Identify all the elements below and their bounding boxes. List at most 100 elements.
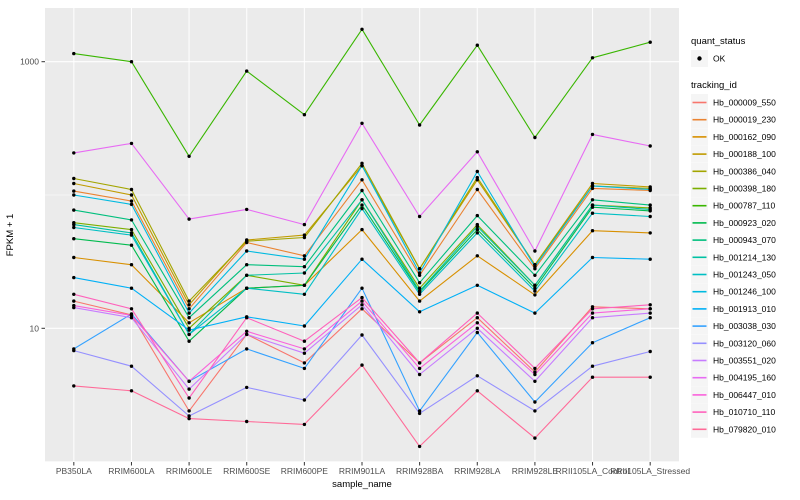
- data-point: [533, 400, 537, 404]
- data-point: [648, 203, 652, 207]
- data-point: [590, 307, 595, 311]
- data-point: [475, 374, 479, 378]
- data-point: [72, 225, 76, 230]
- data-point: [533, 366, 537, 371]
- data-point: [302, 324, 307, 328]
- data-point: [245, 286, 249, 290]
- data-point: [648, 144, 652, 148]
- data-point: [72, 176, 76, 181]
- legend-item-label: Hb_000188_100: [713, 149, 776, 159]
- data-point: [590, 364, 595, 368]
- data-point: [187, 416, 191, 421]
- data-point: [533, 409, 537, 413]
- data-point: [360, 257, 364, 261]
- data-point: [590, 198, 595, 202]
- data-point: [417, 292, 422, 296]
- legend-item-label: Hb_000398_180: [713, 184, 776, 194]
- x-tick-label: RRIM600LA: [108, 466, 155, 476]
- data-point: [417, 366, 422, 371]
- data-point: [590, 186, 595, 191]
- data-point: [417, 289, 422, 293]
- data-point: [245, 347, 249, 351]
- data-point: [417, 409, 422, 413]
- legend-item-label: Hb_001214_130: [713, 252, 776, 262]
- y-tick-label: 10: [30, 323, 40, 333]
- data-point: [475, 175, 479, 180]
- data-point: [187, 311, 191, 315]
- data-point: [72, 222, 76, 227]
- data-point: [187, 332, 191, 337]
- data-point: [245, 263, 249, 267]
- data-point: [590, 211, 595, 215]
- data-point: [302, 339, 307, 343]
- data-point: [245, 207, 249, 212]
- legend-ok-label: OK: [713, 54, 726, 64]
- data-point: [187, 217, 191, 221]
- data-point: [475, 254, 479, 258]
- data-point: [302, 398, 307, 402]
- data-point: [475, 283, 479, 287]
- data-point: [360, 303, 364, 307]
- data-point: [72, 193, 76, 197]
- data-point: [360, 286, 364, 290]
- legend-item-label: Hb_001246_100: [713, 287, 776, 297]
- data-point: [187, 379, 191, 383]
- data-point: [533, 372, 537, 377]
- data-point: [533, 289, 537, 293]
- data-point: [245, 332, 249, 337]
- data-point: [187, 316, 191, 320]
- x-tick-label: RRII105LA_Control: [556, 466, 630, 476]
- data-point: [648, 375, 652, 379]
- data-point: [475, 150, 479, 154]
- legend-item-label: Hb_001913_010: [713, 304, 776, 314]
- data-point: [533, 286, 537, 290]
- data-point: [360, 161, 364, 165]
- data-point: [302, 222, 307, 227]
- data-point: [302, 233, 307, 237]
- x-tick-label: RRIM901LA: [339, 466, 386, 476]
- data-point: [129, 364, 134, 368]
- data-point: [417, 214, 422, 219]
- data-point: [302, 347, 307, 351]
- y-axis-title: FPKM + 1: [5, 214, 16, 257]
- data-point: [72, 208, 76, 212]
- data-point: [533, 311, 537, 315]
- data-point: [129, 389, 134, 393]
- legend-item-label: Hb_000019_230: [713, 115, 776, 125]
- data-point: [245, 316, 249, 320]
- data-point: [533, 135, 537, 140]
- data-point: [302, 257, 307, 261]
- x-tick-label: RRIM928BA: [396, 466, 444, 476]
- legend-item-label: Hb_006447_010: [713, 390, 776, 400]
- data-point: [302, 351, 307, 355]
- data-point: [245, 273, 249, 277]
- legend-item-label: Hb_000787_110: [713, 201, 776, 211]
- data-point: [187, 307, 191, 311]
- data-point: [360, 164, 364, 168]
- x-tick-label: RRIM600SE: [223, 466, 271, 476]
- data-point: [533, 379, 537, 383]
- data-point: [475, 311, 479, 315]
- data-point: [302, 292, 307, 296]
- x-tick-label: RRIM928LE: [512, 466, 559, 476]
- data-point: [475, 389, 479, 393]
- data-point: [360, 203, 364, 207]
- legend-tracking-id-title: tracking_id: [691, 80, 737, 91]
- data-point: [302, 113, 307, 117]
- data-point: [245, 385, 249, 390]
- data-point: [187, 396, 191, 400]
- data-point: [590, 375, 595, 379]
- data-point: [360, 188, 364, 193]
- data-point: [590, 181, 595, 186]
- data-point: [129, 187, 134, 192]
- data-point: [72, 189, 76, 193]
- data-point: [475, 187, 479, 192]
- data-point: [648, 349, 652, 354]
- data-point: [533, 293, 537, 297]
- data-point: [648, 231, 652, 235]
- data-point: [360, 295, 364, 300]
- data-point: [475, 43, 479, 47]
- data-point: [72, 151, 76, 155]
- data-point: [129, 141, 134, 146]
- data-point: [417, 271, 422, 275]
